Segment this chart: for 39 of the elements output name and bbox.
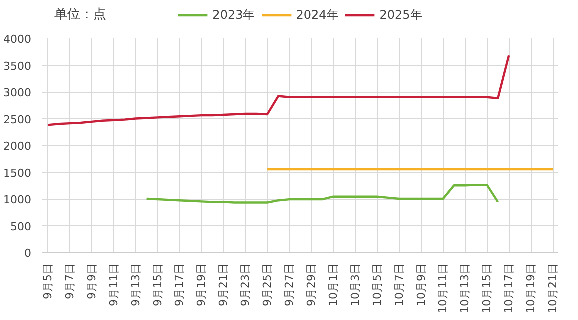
x-tick-label: 10月9日: [414, 263, 428, 306]
y-tick-label: 500: [10, 220, 32, 234]
x-tick-label: 10月21日: [546, 263, 560, 314]
x-tick-label: 9月27日: [283, 263, 296, 306]
legend-label: 2025年: [380, 6, 422, 24]
x-tick-label: 10月15日: [480, 263, 494, 314]
x-tick-label: 9月25日: [261, 263, 274, 306]
x-tick-label: 9月15日: [151, 263, 164, 306]
y-tick-label: 0: [24, 247, 32, 260]
x-tick-label: 9月9日: [85, 263, 98, 300]
y-tick-label: 1500: [4, 166, 32, 180]
x-tick-label: 9月23日: [239, 263, 252, 306]
line-series: [146, 184, 500, 204]
y-tick-label: 1000: [4, 194, 32, 206]
x-tick-label: 9月17日: [173, 263, 186, 306]
legend-label: 2023年: [212, 6, 256, 24]
x-tick-label: 9月19日: [195, 263, 208, 306]
y-tick-label: 3500: [4, 60, 32, 73]
x-tick-label: 9月29日: [304, 263, 318, 306]
y-tick-label: 2500: [4, 113, 32, 126]
y-tick-label: 3000: [4, 86, 32, 100]
x-tick-label: 10月5日: [370, 263, 384, 306]
y-tick-label: 2000: [4, 140, 32, 153]
x-tick-label: 9月7日: [63, 263, 76, 300]
x-tick-label: 10月1日: [326, 263, 340, 306]
line-series: [46, 54, 510, 126]
chart-title: 单位：点: [54, 8, 106, 22]
x-tick-label: 10月17日: [502, 263, 516, 314]
x-tick-label: 9月21日: [217, 263, 230, 306]
y-tick-label: 4000: [4, 33, 32, 46]
x-tick-label: 9月11日: [107, 263, 120, 306]
legend-label: 2024年: [296, 6, 339, 24]
x-tick-label: 9月13日: [129, 263, 142, 306]
x-tick-label: 10月11日: [436, 263, 450, 314]
x-tick-label: 9月5日: [41, 263, 54, 300]
x-tick-label: 10月19日: [524, 263, 538, 314]
x-tick-label: 10月3日: [348, 263, 362, 306]
x-tick-label: 10月13日: [458, 263, 472, 314]
x-tick-label: 10月7日: [392, 263, 406, 306]
